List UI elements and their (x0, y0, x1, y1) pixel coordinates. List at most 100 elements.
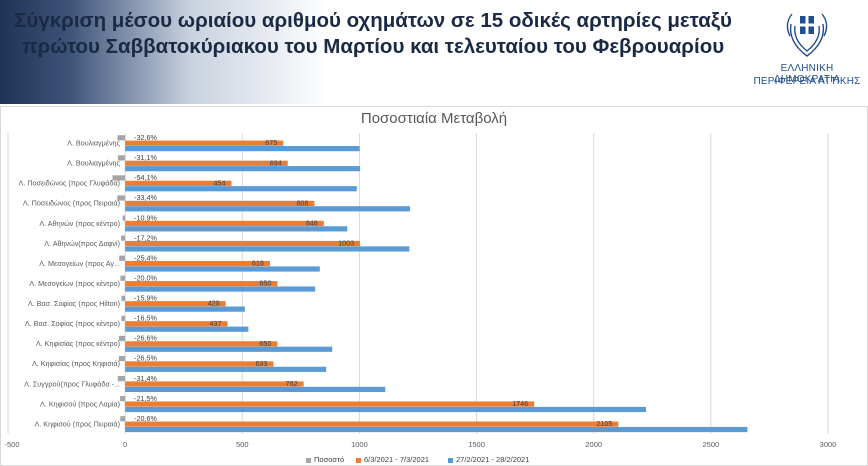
data-label-march: 650 (259, 339, 271, 348)
category-label: Λ. Βασ. Σοφίας (προς Hilton) (28, 299, 120, 308)
category-label: Λ. Μεσογείων (προς κέντρο) (29, 279, 120, 288)
bar-percent (117, 135, 126, 141)
region-logo: ΕΛΛΗΝΙΚΗ ΔΗΜΟΚΡΑΤΙΑ ΠΕΡΙΦΕΡΕΙΑ ΑΤΤΙΚΗΣ (748, 2, 866, 98)
legend-label-percent: Ποσοστό (314, 455, 345, 464)
category-label: Λ. Κηφισίας (προς Κηφισιά) (32, 359, 120, 368)
data-label-march: 808 (296, 198, 308, 207)
data-label-march: 650 (259, 279, 271, 288)
data-label-percent: -25,4% (134, 253, 157, 262)
greek-emblem-icon (786, 13, 828, 57)
chart-legend: Ποσοστό 6/3/2021 - 7/3/2021 27/2/2021 - … (300, 455, 700, 466)
bar-march (125, 381, 304, 387)
category-label: Λ. Κηφισού (προς Πειραιά) (35, 419, 121, 428)
bar-march (125, 160, 288, 166)
x-tick-label: 2500 (703, 440, 720, 449)
bar-march (125, 200, 315, 206)
legend-swatch-percent (306, 457, 311, 463)
data-label-percent: -17,2% (134, 233, 157, 242)
data-label-march: 2105 (596, 419, 612, 428)
category-label: Λ. Μεσογείων (προς Αγ... (39, 259, 120, 268)
bar-march (125, 421, 619, 427)
x-tick-label: 500 (236, 440, 249, 449)
data-label-march: 633 (255, 359, 267, 368)
bar-percent (117, 195, 126, 201)
bar-percent (118, 335, 126, 342)
bar-percent (122, 215, 126, 221)
category-label: Λ. Βουλιαγμένης (67, 159, 120, 168)
category-label: Λ. Ποσειδώνος (προς Πειραιά) (23, 199, 120, 208)
bar-percent (121, 315, 126, 321)
bar-february (125, 386, 386, 392)
bar-february (125, 186, 357, 192)
category-label: Λ. Κηφισίας (προς κέντρο) (36, 339, 120, 348)
bar-march (125, 281, 278, 287)
bar-march (125, 140, 284, 146)
data-label-percent: -15,9% (134, 294, 157, 303)
bar-february (125, 266, 320, 272)
bar-percent (118, 355, 126, 362)
x-tick-label: -500 (4, 440, 19, 449)
bar-march (125, 341, 278, 347)
bar-march (125, 361, 274, 367)
logo-text-line1: ΕΛΛΗΝΙΚΗ ΔΗΜΟΚΡΑΤΙΑ (773, 63, 841, 85)
category-label: Λ. Βουλιαγμένης (67, 139, 120, 148)
bar-february (125, 246, 410, 252)
bar-february (125, 346, 333, 352)
legend-item-march: 6/3/2021 - 7/3/2021 (356, 455, 429, 464)
bar-march (125, 261, 270, 267)
chart-title: Ποσοστιαία Μεταβολή (360, 110, 508, 127)
data-label-percent: -31,4% (134, 374, 157, 383)
bar-february (125, 326, 249, 332)
data-label-percent: -26,5% (134, 354, 157, 363)
bar-march (125, 240, 361, 247)
data-label-march: 1003 (338, 239, 354, 248)
data-label-percent: -21,5% (134, 394, 157, 403)
data-label-march: 429 (208, 299, 220, 308)
x-tick-label: 1500 (468, 440, 485, 449)
bar-february (125, 426, 748, 433)
bar-february (125, 166, 361, 172)
data-label-percent: -31,1% (134, 153, 157, 162)
x-tick-label: 3000 (820, 440, 837, 449)
data-label-percent: -20,0% (134, 273, 157, 282)
bar-february (125, 306, 245, 312)
category-label: Λ. Ποσειδώνος (προς Γλυφάδα) (19, 179, 120, 188)
bar-percent (120, 416, 126, 422)
bar-percent (117, 376, 126, 382)
page-title: Σύγκριση μέσου ωριαίου αριθμού οχημάτων … (14, 9, 732, 58)
x-tick-label: 0 (123, 440, 127, 449)
legend-label-march: 6/3/2021 - 7/3/2021 (364, 455, 430, 464)
x-tick-label: 2000 (585, 440, 602, 449)
bar-percent (120, 275, 126, 281)
legend-item-february: 27/2/2021 - 28/2/2021 (448, 455, 529, 464)
bar-percent (121, 295, 126, 301)
data-label-percent: -16,5% (134, 314, 157, 323)
category-label: Λ. Αθηνών(προς Δαφνί) (44, 239, 120, 248)
data-label-march: 848 (306, 218, 318, 227)
bar-february (125, 406, 646, 413)
legend-label-february: 27/2/2021 - 28/2/2021 (456, 455, 530, 464)
category-label: Λ. Συγγρού(προς Γλυφάδα -... (24, 379, 120, 388)
data-label-percent: -33,4% (134, 193, 157, 202)
bar-march (125, 180, 232, 186)
bar-february (125, 366, 327, 372)
data-label-percent: -20,6% (134, 414, 157, 423)
data-label-percent: -26,6% (134, 334, 157, 343)
bar-february (125, 146, 360, 152)
bar-february (125, 286, 316, 292)
bar-percent (117, 155, 126, 161)
data-label-percent: -32,6% (134, 133, 157, 142)
legend-swatch-march (356, 457, 361, 463)
category-label: Λ. Κηφισού (προς Λαμία) (40, 399, 120, 408)
data-label-march: 694 (270, 158, 282, 167)
legend-item-percent: Ποσοστό (306, 455, 344, 464)
bar-percent (120, 396, 126, 402)
header-banner (0, 0, 868, 104)
category-label: Λ. Βασ. Σοφίας (προς κέντρο) (25, 319, 120, 328)
bar-february (125, 206, 411, 212)
data-label-march: 618 (252, 259, 264, 268)
data-label-percent: -10,9% (134, 213, 157, 222)
data-label-march: 675 (265, 138, 277, 147)
data-label-march: 762 (286, 379, 298, 388)
